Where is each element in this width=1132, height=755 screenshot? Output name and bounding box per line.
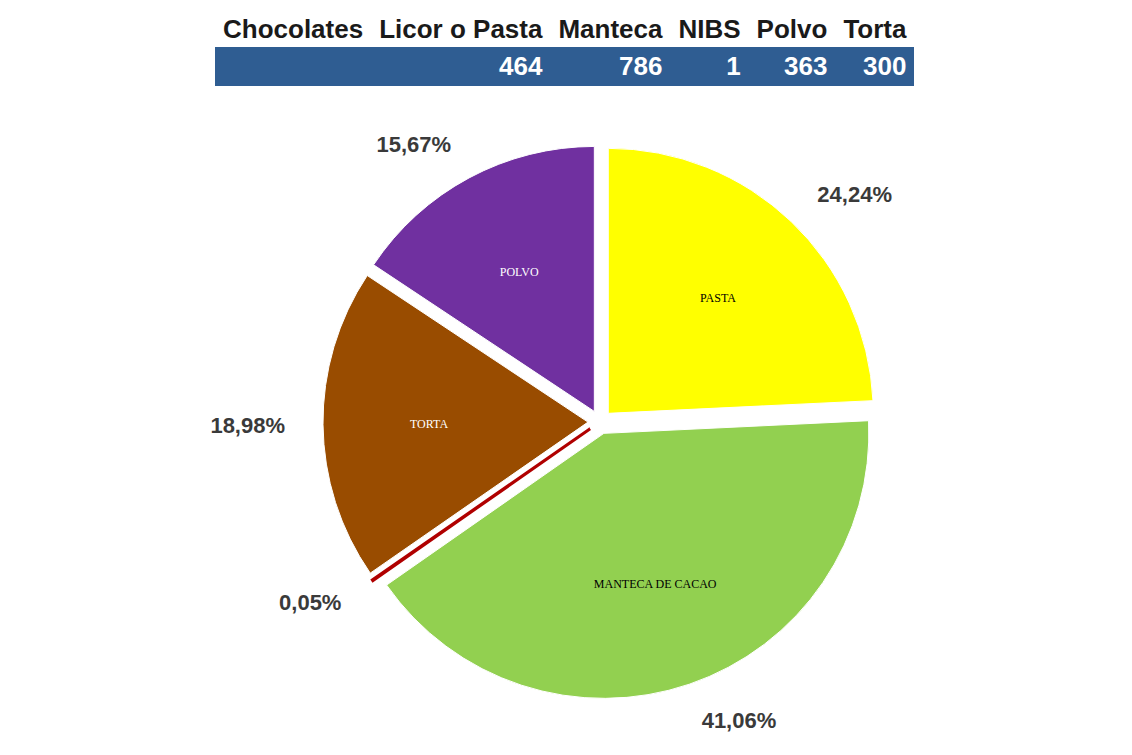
svg-text:PASTA: PASTA [700, 291, 736, 305]
html-text:1: 1 [726, 51, 741, 81]
svg-text:POLVO: POLVO [500, 265, 539, 279]
svg-text:41,06%: 41,06% [702, 708, 777, 733]
html-text:786: 786 [619, 51, 663, 81]
svg-text:TORTA: TORTA [410, 417, 448, 431]
html-text:Polvo: Polvo [756, 14, 828, 44]
html-text:300: 300 [863, 51, 907, 81]
svg-text:24,24%: 24,24% [817, 182, 892, 207]
html-text:Torta: Torta [843, 14, 907, 44]
html-text:NIBS: NIBS [678, 14, 741, 44]
html-text:Chocolates: Chocolates [223, 14, 364, 44]
html-text:363: 363 [784, 51, 828, 81]
svg-text:15,67%: 15,67% [376, 132, 451, 157]
html-text:464: 464 [499, 51, 543, 81]
svg-text:MANTECA DE CACAO: MANTECA DE CACAO [594, 577, 717, 591]
html-text:Licor o Pasta: Licor o Pasta [379, 14, 543, 44]
html-text:Manteca: Manteca [558, 14, 663, 44]
svg-text:18,98%: 18,98% [210, 413, 285, 438]
svg-text:0,05%: 0,05% [279, 590, 341, 615]
